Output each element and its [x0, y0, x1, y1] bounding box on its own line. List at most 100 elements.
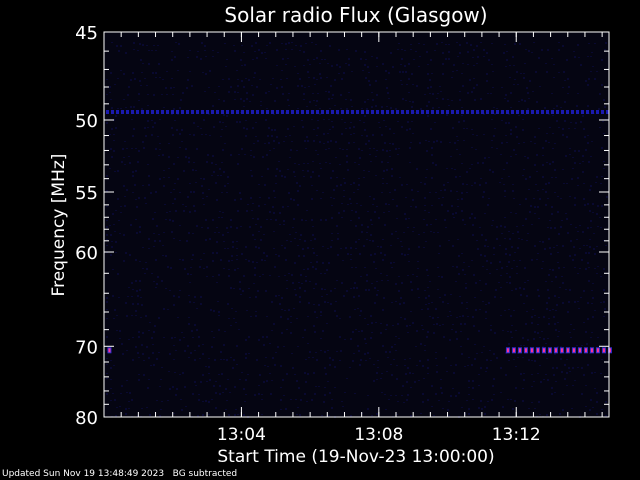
band-segment — [281, 110, 284, 114]
noise-cell — [291, 353, 293, 354]
band-segment — [326, 110, 329, 114]
noise-cell — [161, 367, 163, 368]
noise-cell — [307, 170, 309, 172]
noise-cell — [259, 276, 261, 277]
noise-cell — [395, 395, 397, 396]
band-segment — [341, 110, 344, 114]
noise-cell — [452, 71, 454, 72]
noise-cell — [284, 247, 286, 249]
noise-cell — [548, 297, 550, 299]
noise-cell — [110, 72, 112, 74]
noise-cell — [474, 358, 476, 360]
noise-cell — [365, 77, 367, 79]
noise-cell — [520, 345, 522, 346]
noise-cell — [510, 399, 512, 400]
noise-cell — [568, 86, 570, 88]
x-tick-label: 13:08 — [354, 425, 403, 445]
noise-cell — [263, 381, 265, 383]
noise-cell — [281, 245, 283, 246]
noise-cell — [230, 325, 232, 326]
noise-cell — [324, 273, 326, 274]
noise-cell — [138, 357, 140, 358]
noise-cell — [393, 133, 395, 134]
noise-cell — [475, 149, 477, 150]
noise-cell — [343, 295, 345, 297]
band-segment — [391, 110, 394, 114]
noise-cell — [143, 360, 145, 361]
noise-cell — [384, 142, 386, 144]
noise-cell — [161, 401, 163, 402]
noise-cell — [543, 379, 545, 380]
noise-cell — [386, 87, 388, 89]
noise-cell — [364, 129, 366, 131]
noise-cell — [504, 238, 506, 239]
noise-cell — [588, 252, 590, 254]
noise-cell — [573, 246, 575, 248]
noise-cell — [436, 365, 438, 366]
noise-cell — [193, 191, 195, 193]
noise-cell — [205, 400, 207, 402]
noise-cell — [555, 276, 557, 278]
noise-cell — [200, 381, 202, 383]
noise-cell — [553, 374, 555, 376]
noise-cell — [458, 273, 460, 275]
noise-cell — [603, 268, 605, 270]
noise-cell — [174, 120, 176, 121]
noise-cell — [599, 217, 601, 218]
noise-cell — [285, 49, 287, 50]
noise-cell — [467, 316, 469, 317]
noise-cell — [522, 119, 524, 120]
noise-cell — [172, 220, 174, 222]
noise-cell — [551, 213, 553, 215]
noise-cell — [368, 72, 370, 73]
noise-cell — [587, 142, 589, 144]
noise-cell — [416, 168, 418, 170]
noise-cell — [139, 289, 141, 291]
noise-cell — [376, 281, 378, 282]
noise-cell — [192, 233, 194, 234]
noise-cell — [472, 234, 474, 236]
noise-cell — [427, 73, 429, 75]
noise-cell — [309, 351, 311, 353]
noise-cell — [591, 303, 593, 304]
noise-cell — [165, 255, 167, 257]
noise-cell — [439, 86, 441, 87]
noise-cell — [126, 315, 128, 317]
noise-cell — [194, 381, 196, 383]
noise-cell — [542, 189, 544, 190]
noise-cell — [244, 154, 246, 155]
noise-cell — [121, 161, 123, 163]
noise-cell — [461, 353, 463, 355]
noise-cell — [462, 183, 464, 185]
noise-cell — [336, 280, 338, 281]
noise-cell — [417, 261, 419, 262]
noise-cell — [189, 211, 191, 213]
noise-cell — [185, 206, 187, 207]
noise-cell — [603, 168, 605, 169]
noise-cell — [396, 378, 398, 380]
noise-cell — [538, 218, 540, 219]
band-segment — [211, 110, 214, 114]
noise-cell — [594, 388, 596, 389]
noise-cell — [545, 183, 547, 185]
noise-cell — [566, 59, 568, 61]
noise-cell — [465, 287, 467, 289]
noise-cell — [551, 393, 553, 395]
noise-cell — [590, 56, 592, 57]
noise-cell — [358, 331, 360, 332]
noise-cell — [539, 86, 541, 87]
noise-cell — [415, 346, 417, 347]
noise-cell — [314, 311, 316, 313]
noise-cell — [120, 45, 122, 47]
noise-cell — [246, 128, 248, 130]
noise-cell — [487, 204, 489, 206]
footer-status: Updated Sun Nov 19 13:48:49 2023 BG subt… — [2, 469, 237, 479]
noise-cell — [566, 183, 568, 184]
noise-cell — [242, 290, 244, 292]
noise-cell — [373, 148, 375, 149]
band-segment — [556, 110, 559, 114]
noise-cell — [491, 140, 493, 141]
noise-cell — [322, 246, 324, 247]
noise-cell — [431, 154, 433, 156]
noise-cell — [232, 367, 234, 369]
